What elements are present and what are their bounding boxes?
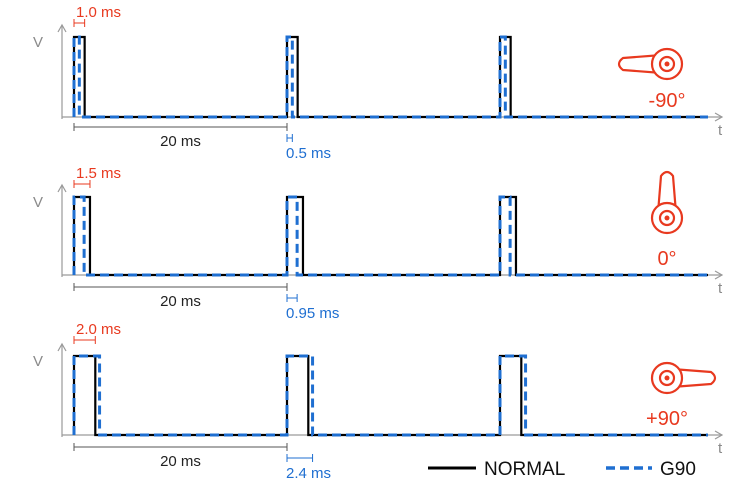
voltage-axis-arrow <box>57 342 67 352</box>
g90-width-label: 0.5 ms <box>286 145 331 162</box>
y-axis-label: V <box>33 194 43 211</box>
g90-waveform <box>72 354 708 437</box>
voltage-axis-arrow <box>57 183 67 193</box>
servo-horn-icon <box>650 170 684 235</box>
time-axis-arrow <box>714 270 724 280</box>
normal-waveform <box>72 354 708 437</box>
pulse-width-label: 1.5 ms <box>76 165 121 182</box>
panel-plus90: Vt 2.0 ms 20 ms 2.4 ms +90° <box>33 321 724 482</box>
g90-waveform <box>72 35 708 119</box>
x-axis-label: t <box>718 280 723 297</box>
time-axis-arrow <box>714 112 724 122</box>
g90-width-label: 0.95 ms <box>286 305 339 322</box>
servo-screw <box>664 61 670 67</box>
period-label: 20 ms <box>160 133 201 150</box>
angle-label: -90° <box>649 90 686 112</box>
x-axis-label: t <box>718 122 723 139</box>
y-axis-label: V <box>33 353 43 370</box>
period-label: 20 ms <box>160 453 201 470</box>
voltage-axis-arrow <box>57 23 67 33</box>
legend-g90-label: G90 <box>660 459 696 480</box>
angle-label: 0° <box>657 248 676 270</box>
normal-waveform <box>72 35 708 119</box>
servo-arm <box>670 367 717 389</box>
panel-minus90: Vt 1.0 ms 20 ms 0.5 ms -90° <box>33 4 724 162</box>
panel-zero: Vt 1.5 ms 20 ms 0.95 ms 0° <box>33 165 724 322</box>
servo-horn-icon <box>650 361 717 395</box>
angle-label: +90° <box>646 408 688 430</box>
servo-screw <box>664 215 670 221</box>
servo-horn-icon <box>617 47 684 81</box>
time-axis-arrow <box>714 430 724 440</box>
pulse-width-label: 1.0 ms <box>76 4 121 21</box>
g90-waveform <box>72 195 708 277</box>
x-axis-label: t <box>718 440 723 457</box>
legend: NORMAL G90 <box>428 459 696 480</box>
pulse-width-label: 2.0 ms <box>76 321 121 338</box>
servo-screw <box>664 375 670 381</box>
period-label: 20 ms <box>160 293 201 310</box>
panels: Vt 1.0 ms 20 ms 0.5 ms -90° Vt 1.5 ms 20 ms 0.95… <box>33 4 724 482</box>
legend-normal-label: NORMAL <box>484 459 565 480</box>
servo-arm <box>617 53 664 75</box>
g90-width-label: 2.4 ms <box>286 465 331 482</box>
normal-waveform <box>72 195 708 277</box>
y-axis-label: V <box>33 34 43 51</box>
